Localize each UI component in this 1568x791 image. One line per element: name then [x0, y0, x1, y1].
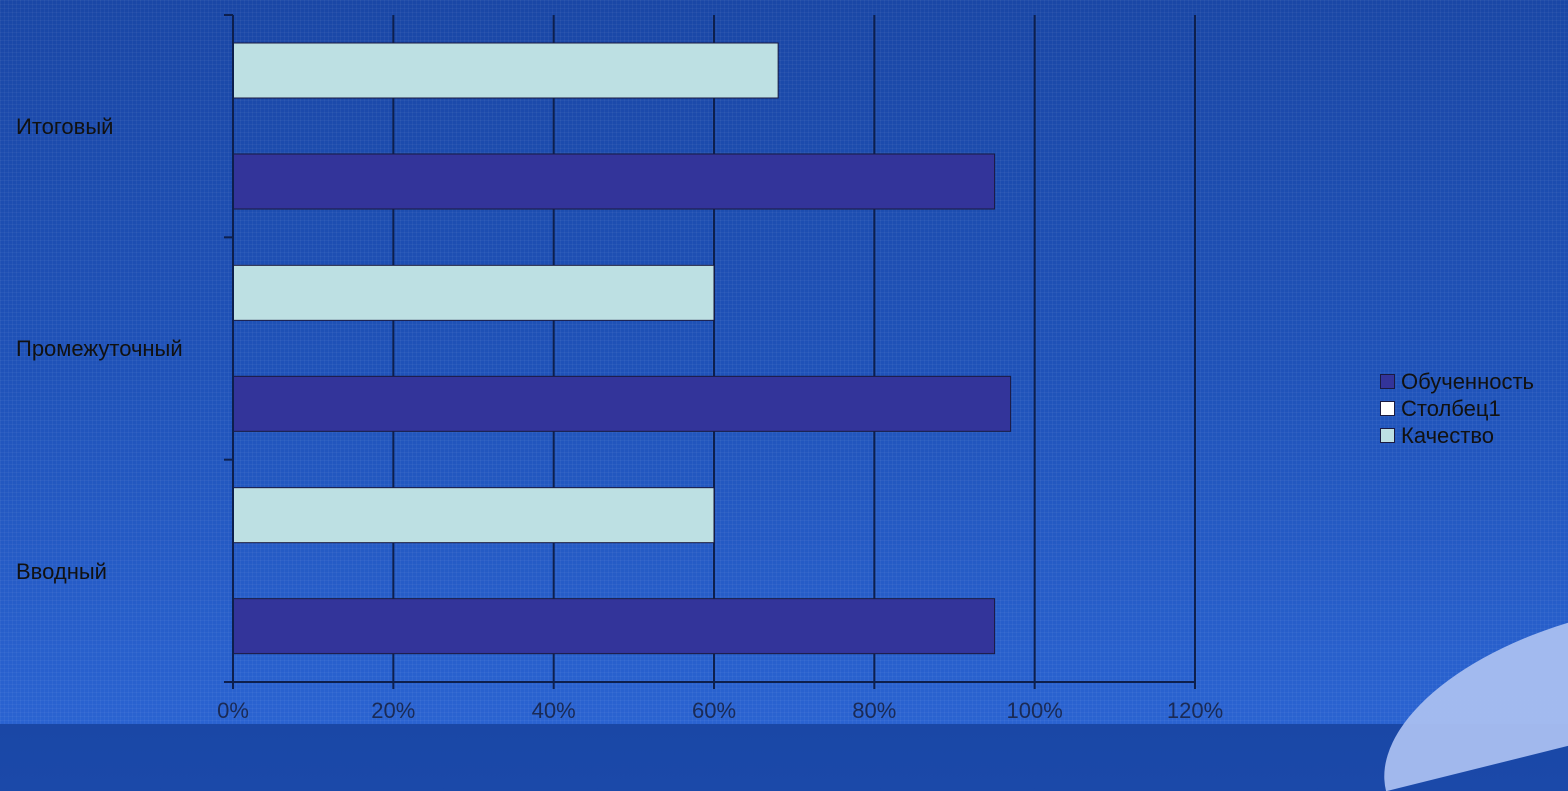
chart-legend: Обученность Столбец1 Качество	[1380, 368, 1534, 449]
legend-swatch	[1380, 401, 1395, 416]
bar-kachestvo	[233, 265, 714, 320]
legend-item: Качество	[1380, 422, 1534, 449]
tick-label: 100%	[1007, 698, 1063, 724]
legend-label: Столбец1	[1401, 395, 1501, 422]
tick-label: 0%	[217, 698, 249, 724]
bar-chart	[0, 0, 1568, 724]
bar-obuchennost	[233, 599, 995, 654]
legend-item: Столбец1	[1380, 395, 1534, 422]
category-label: Итоговый	[16, 114, 113, 140]
tick-label: 20%	[371, 698, 415, 724]
legend-swatch	[1380, 428, 1395, 443]
bar-obuchennost	[233, 154, 995, 209]
tick-label: 80%	[852, 698, 896, 724]
tick-label: 60%	[692, 698, 736, 724]
bar-kachestvo	[233, 488, 714, 543]
bar-kachestvo	[233, 43, 778, 98]
category-label: Вводный	[16, 559, 107, 585]
legend-item: Обученность	[1380, 368, 1534, 395]
tick-label: 120%	[1167, 698, 1223, 724]
legend-swatch	[1380, 374, 1395, 389]
category-label: Промежуточный	[16, 336, 183, 362]
legend-label: Обученность	[1401, 368, 1534, 395]
bar-obuchennost	[233, 376, 1011, 431]
tick-label: 40%	[532, 698, 576, 724]
legend-label: Качество	[1401, 422, 1494, 449]
